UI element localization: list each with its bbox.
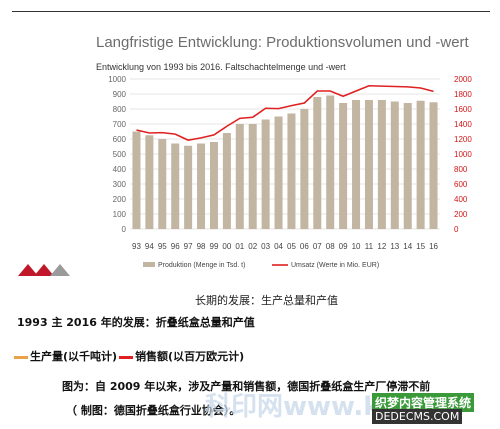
y-right-tick-label: 1600: [454, 105, 472, 114]
y-right-tick-label: 800: [454, 165, 468, 174]
x-tick-label: 93: [132, 242, 141, 251]
x-tick-label: 06: [300, 242, 309, 251]
legend-swatch-production: [14, 355, 28, 359]
y-right-tick-label: 1200: [454, 135, 472, 144]
x-tick-label: 94: [145, 242, 154, 251]
legend-label-line: Umsatz (Werte in Mio. EUR): [291, 262, 379, 269]
x-tick-label: 96: [171, 242, 180, 251]
y-right-tick-label: 400: [454, 195, 468, 204]
bar-production: [274, 116, 283, 229]
bar-production: [145, 135, 154, 229]
chart-title: Langfristige Entwicklung: Produktionsvol…: [96, 34, 469, 51]
y-right-tick-label: 1000: [454, 150, 472, 159]
x-tick-label: 02: [248, 242, 257, 251]
bar-production: [222, 133, 231, 229]
bar-production: [209, 142, 218, 229]
x-tick-label: 14: [403, 242, 412, 251]
bar-production: [326, 95, 335, 229]
top-rule: [12, 11, 490, 12]
x-tick-label: 08: [326, 242, 335, 251]
line-sales: [136, 84, 434, 141]
bar-production: [197, 143, 206, 229]
y-left-tick-label: 500: [113, 150, 127, 159]
x-tick-label: 00: [222, 242, 231, 251]
y-left-tick-label: 600: [113, 135, 127, 144]
bar-production: [352, 100, 361, 229]
x-tick-label: 95: [158, 242, 167, 251]
bar-production: [248, 124, 257, 229]
x-tick-label: 03: [261, 242, 270, 251]
bar-production: [235, 124, 244, 229]
x-tick-label: 07: [313, 242, 322, 251]
figure-caption: 长期的发展：生产总量和产值: [195, 294, 338, 307]
x-tick-label: 09: [339, 242, 348, 251]
bar-production: [132, 131, 141, 229]
bar-production: [339, 103, 348, 229]
y-right-tick-label: 1400: [454, 120, 472, 129]
bar-production: [377, 100, 386, 229]
watermark-badge-2: DEDECMS.COM: [372, 409, 463, 424]
translated-legend: 生产量(以千吨计) 销售额(以百万欧元计): [14, 348, 244, 364]
y-left-tick-label: 900: [113, 90, 127, 99]
x-tick-label: 16: [429, 242, 438, 251]
y-left-tick-label: 200: [113, 195, 127, 204]
bar-production: [416, 100, 425, 229]
bar-production: [158, 139, 167, 229]
bar-production: [261, 119, 270, 229]
y-left-tick-label: 700: [113, 120, 127, 129]
y-right-tick-label: 200: [454, 210, 468, 219]
legend-label-bar: Produktion (Menge in Tsd. t): [158, 262, 245, 269]
y-right-tick-label: 1800: [454, 90, 472, 99]
bar-production: [364, 100, 373, 229]
bar-production: [313, 97, 322, 229]
x-tick-label: 10: [352, 242, 361, 251]
legend-label-production: 生产量(以千吨计): [30, 350, 118, 363]
chart-subtitle: Entwicklung von 1993 bis 2016. Faltschac…: [96, 62, 346, 72]
bar-production: [184, 145, 193, 229]
y-left-tick-label: 400: [113, 165, 127, 174]
x-tick-label: 01: [235, 242, 244, 251]
y-left-tick-label: 800: [113, 105, 127, 114]
y-right-tick-label: 0: [454, 225, 459, 234]
legend-swatch-sales: [119, 355, 134, 359]
note-line-1: 图为：自 2009 年以来，涉及产量和销售额，德国折叠纸盒生产厂停滞不前: [62, 380, 431, 393]
bar-production: [390, 101, 399, 229]
y-left-tick-label: 0: [122, 225, 127, 234]
caption-heading: 1993 主 2016 年的发展：折叠纸盒总量和产值: [17, 316, 255, 329]
x-tick-label: 11: [365, 242, 374, 251]
bar-production: [429, 102, 438, 229]
y-right-tick-label: 2000: [454, 75, 472, 84]
x-tick-label: 98: [197, 242, 206, 251]
y-left-tick-label: 1000: [108, 75, 126, 84]
watermark-text: 科印网www.k: [205, 392, 381, 422]
y-right-tick-label: 600: [454, 180, 468, 189]
y-left-tick-label: 300: [113, 180, 127, 189]
x-tick-label: 99: [210, 242, 219, 251]
bar-production: [403, 103, 412, 229]
bar-production: [300, 109, 309, 229]
x-tick-label: 04: [274, 242, 283, 251]
bar-production: [171, 143, 180, 229]
watermark-badge-1: 织梦内容管理系统: [372, 393, 475, 412]
logo-shapes: [18, 264, 70, 276]
x-tick-label: 05: [287, 242, 296, 251]
x-tick-label: 12: [377, 242, 386, 251]
note-line-2: （ 制图：德国折叠纸盒行业协会）。: [66, 404, 241, 417]
x-tick-label: 97: [184, 242, 193, 251]
bar-production: [287, 113, 296, 229]
y-left-tick-label: 100: [113, 210, 127, 219]
legend-swatch-bar: [143, 262, 155, 267]
legend-label-sales: 销售额(以百万欧元计): [135, 350, 245, 363]
x-tick-label: 15: [416, 242, 425, 251]
x-tick-label: 13: [390, 242, 399, 251]
